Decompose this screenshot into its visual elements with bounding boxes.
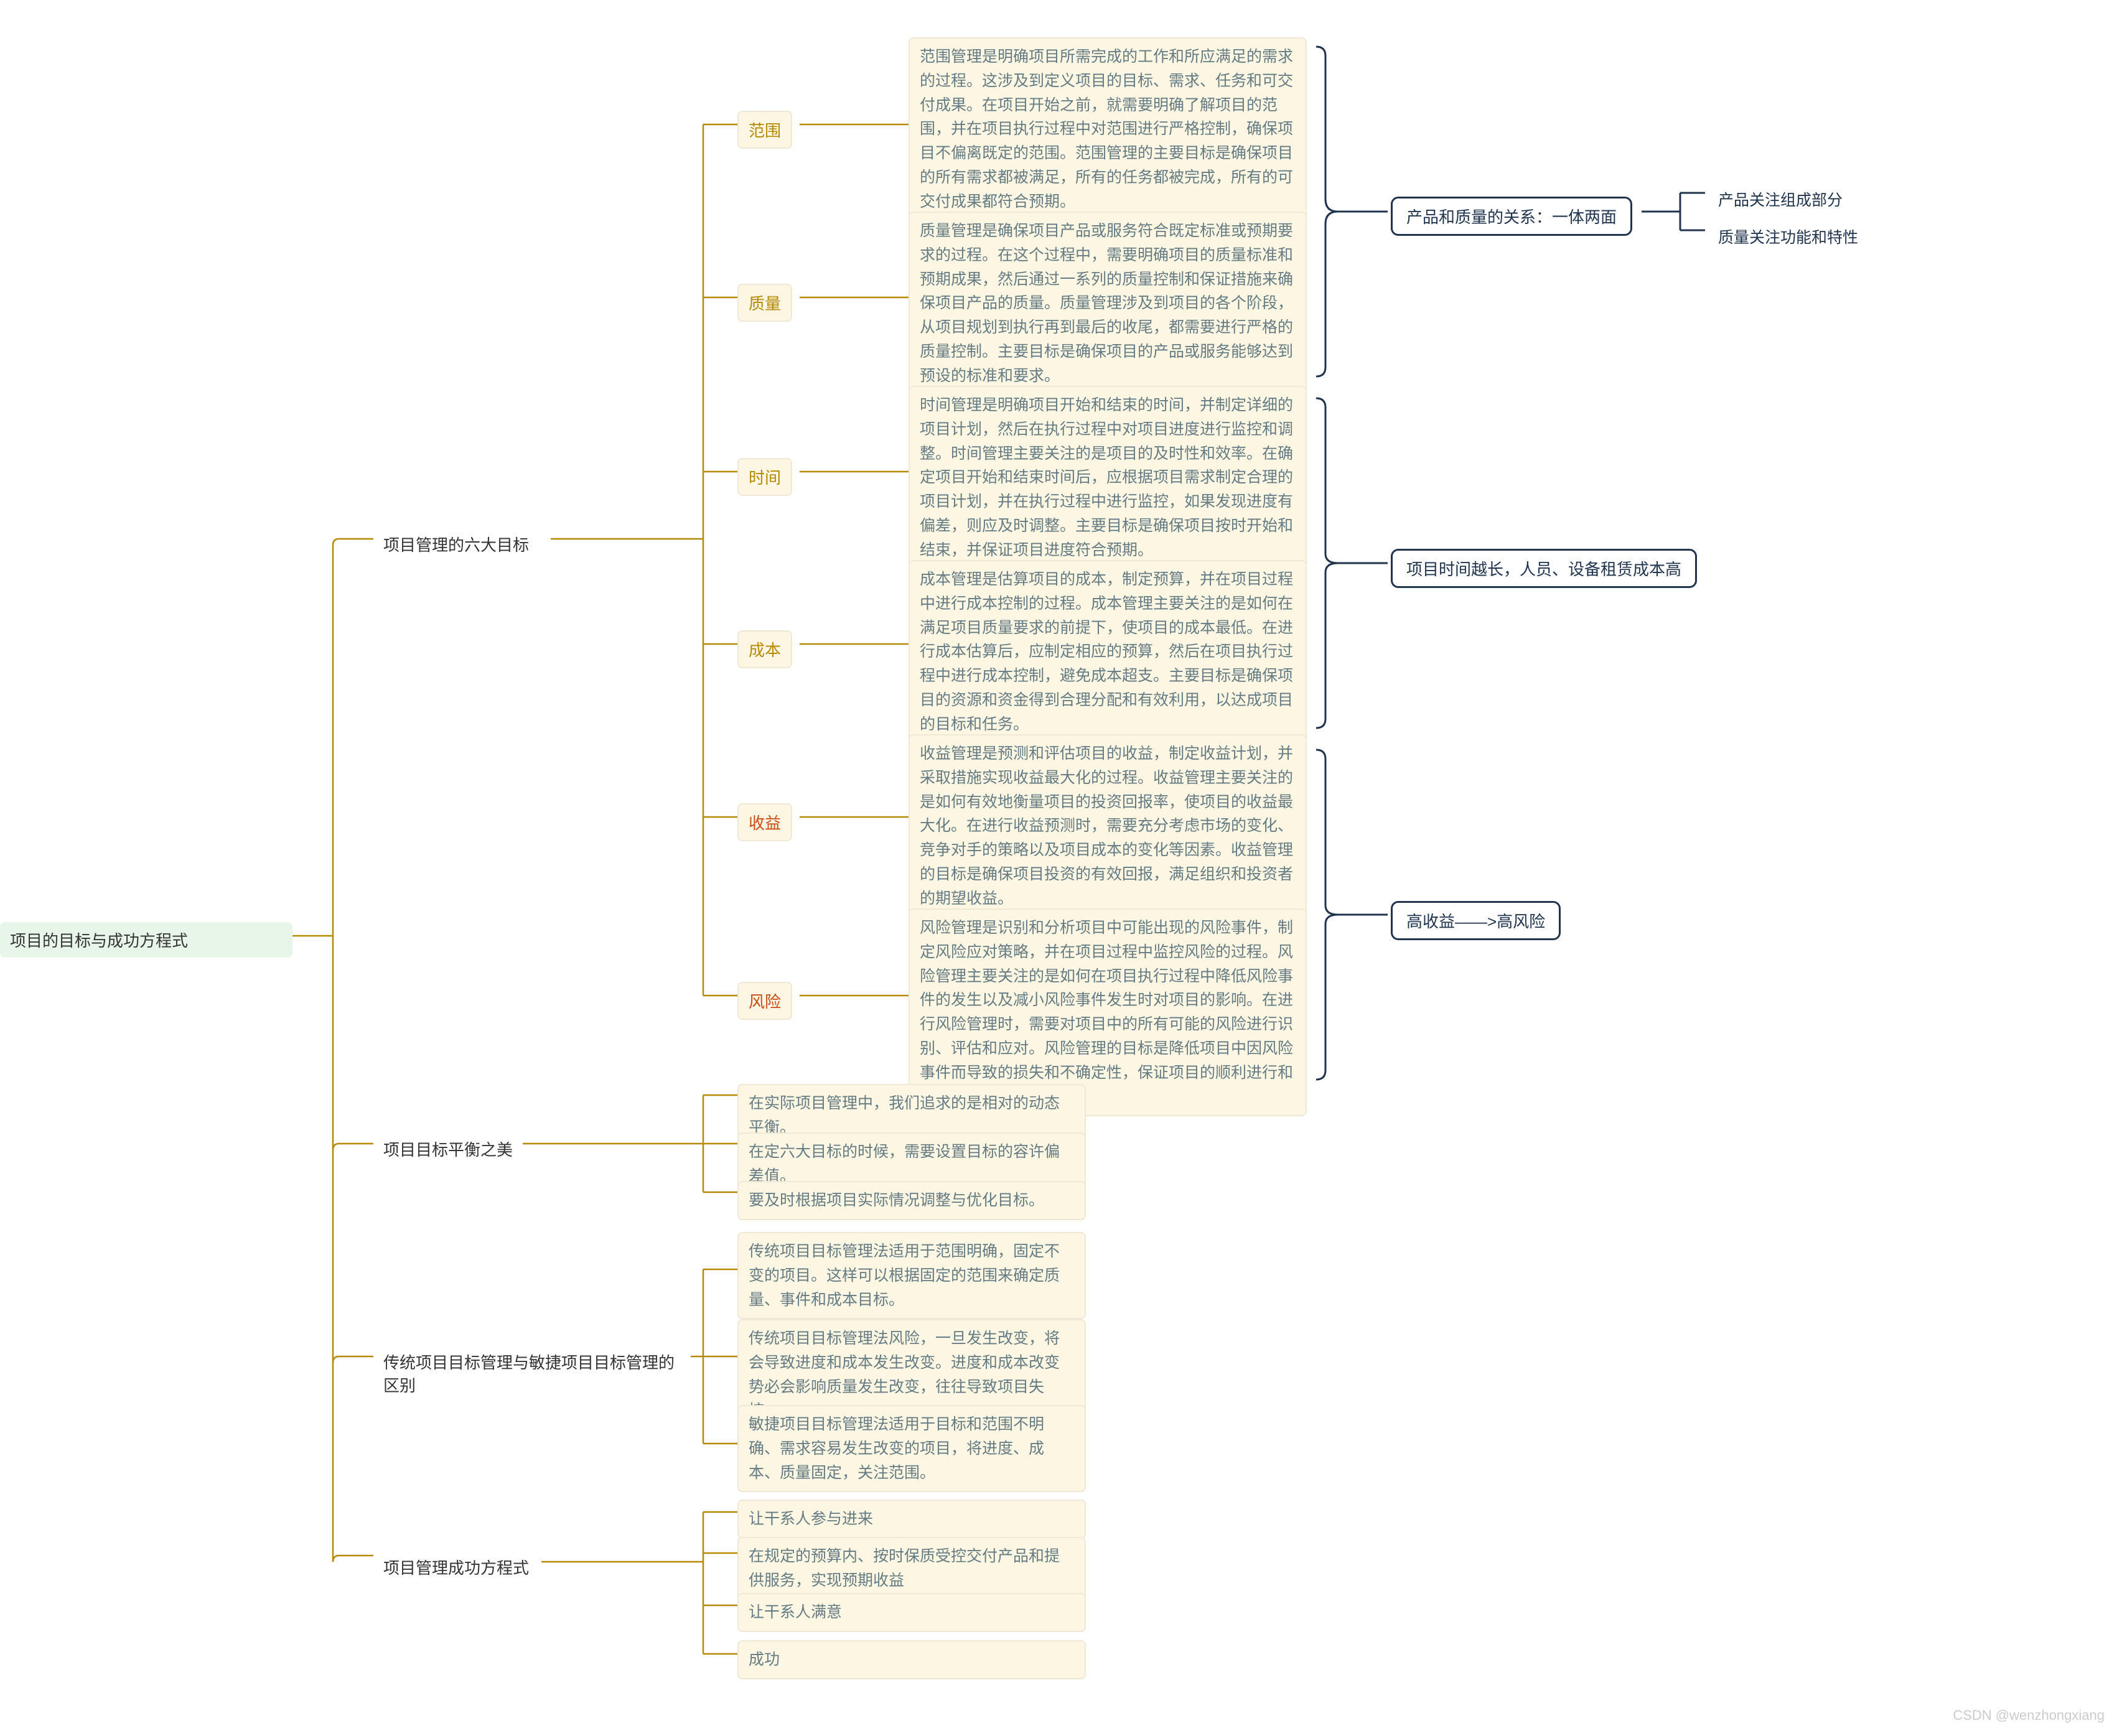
leaf-benefit[interactable]: 收益: [737, 803, 792, 841]
root-node[interactable]: 项目的目标与成功方程式: [0, 922, 292, 958]
formula-item-2[interactable]: 让干系人满意: [737, 1593, 1086, 1632]
side-note-1-sub-1: 质量关注功能和特性: [1708, 219, 1868, 254]
desc-benefit: 收益管理是预测和评估项目的收益，制定收益计划，并采取措施实现收益最大化的过程。收…: [909, 734, 1307, 918]
difference-item-2[interactable]: 敏捷项目目标管理法适用于目标和范围不明确、需求容易发生改变的项目，将进度、成本、…: [737, 1405, 1086, 1492]
leaf-quality[interactable]: 质量: [737, 284, 792, 322]
side-note-3[interactable]: 高收益——>高风险: [1391, 901, 1561, 940]
branch-formula[interactable]: 项目管理成功方程式: [373, 1549, 539, 1585]
desc-quality: 质量管理是确保项目产品或服务符合既定标准或预期要求的过程。在这个过程中，需要明确…: [909, 212, 1307, 395]
leaf-risk[interactable]: 风险: [737, 982, 792, 1020]
formula-item-3[interactable]: 成功: [737, 1640, 1086, 1679]
desc-scope: 范围管理是明确项目所需完成的工作和所应满足的需求的过程。这涉及到定义项目的目标、…: [909, 37, 1307, 221]
branch-balance[interactable]: 项目目标平衡之美: [373, 1131, 523, 1167]
leaf-time[interactable]: 时间: [737, 458, 792, 496]
side-note-2[interactable]: 项目时间越长，人员、设备租赁成本高: [1391, 549, 1697, 588]
branch-difference[interactable]: 传统项目目标管理与敏捷项目目标管理的区别: [373, 1344, 691, 1402]
difference-item-0[interactable]: 传统项目目标管理法适用于范围明确，固定不变的项目。这样可以根据固定的范围来确定质…: [737, 1232, 1086, 1319]
desc-time: 时间管理是明确项目开始和结束的时间，并制定详细的项目计划，然后在执行过程中对项目…: [909, 386, 1307, 569]
leaf-scope[interactable]: 范围: [737, 111, 792, 149]
branch-six-goals[interactable]: 项目管理的六大目标: [373, 526, 539, 562]
desc-cost: 成本管理是估算项目的成本，制定预算，并在项目过程中进行成本控制的过程。成本管理主…: [909, 560, 1307, 744]
formula-item-0[interactable]: 让干系人参与进来: [737, 1500, 1086, 1539]
leaf-cost[interactable]: 成本: [737, 630, 792, 668]
balance-item-2[interactable]: 要及时根据项目实际情况调整与优化目标。: [737, 1181, 1086, 1220]
watermark: CSDN @wenzhongxiang: [1953, 1707, 2105, 1724]
formula-item-1[interactable]: 在规定的预算内、按时保质受控交付产品和提供服务，实现预期收益: [737, 1537, 1086, 1600]
side-note-1[interactable]: 产品和质量的关系：一体两面: [1391, 197, 1632, 236]
side-note-1-sub-0: 产品关注组成部分: [1708, 182, 1853, 217]
